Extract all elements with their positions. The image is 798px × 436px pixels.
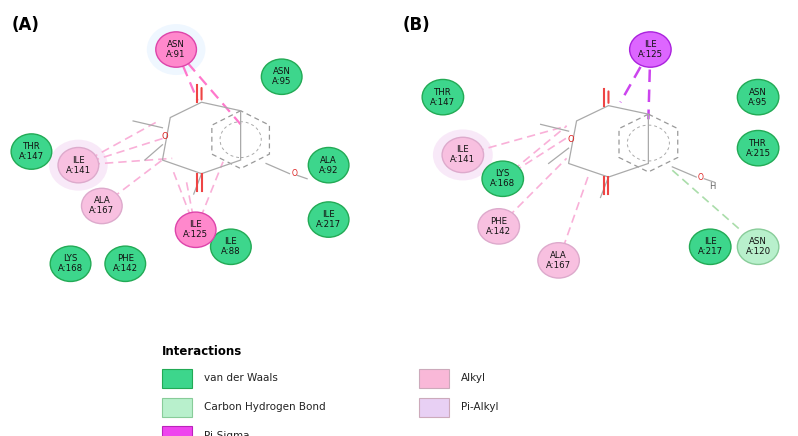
Text: Pi-Alkyl: Pi-Alkyl bbox=[460, 402, 498, 412]
Text: ILE
A:141: ILE A:141 bbox=[450, 146, 476, 164]
Circle shape bbox=[49, 140, 108, 191]
Circle shape bbox=[262, 59, 302, 95]
Text: ASN
A:120: ASN A:120 bbox=[745, 237, 771, 256]
FancyBboxPatch shape bbox=[419, 369, 448, 388]
Circle shape bbox=[482, 161, 523, 197]
Circle shape bbox=[308, 202, 349, 237]
Text: ILE
A:217: ILE A:217 bbox=[697, 237, 723, 256]
FancyBboxPatch shape bbox=[162, 426, 192, 436]
Text: ILE
A:125: ILE A:125 bbox=[638, 40, 663, 59]
Text: PHE
A:142: PHE A:142 bbox=[486, 217, 512, 236]
Text: THR
A:215: THR A:215 bbox=[745, 139, 771, 158]
Circle shape bbox=[737, 229, 779, 265]
Circle shape bbox=[211, 229, 251, 265]
Text: ILE
A:217: ILE A:217 bbox=[316, 210, 342, 229]
Circle shape bbox=[478, 209, 519, 244]
Text: PHE
A:142: PHE A:142 bbox=[113, 254, 138, 273]
Circle shape bbox=[147, 24, 205, 75]
Circle shape bbox=[689, 229, 731, 265]
Text: O: O bbox=[161, 132, 168, 141]
Text: ILE
A:125: ILE A:125 bbox=[183, 220, 208, 239]
Text: THR
A:147: THR A:147 bbox=[19, 142, 44, 161]
Circle shape bbox=[156, 32, 196, 67]
Circle shape bbox=[630, 32, 671, 67]
Text: (B): (B) bbox=[403, 16, 431, 34]
Circle shape bbox=[50, 246, 91, 282]
Text: ASN
A:95: ASN A:95 bbox=[749, 88, 768, 107]
Text: O: O bbox=[291, 169, 297, 178]
Text: (A): (A) bbox=[12, 16, 40, 34]
Text: ALA
A:92: ALA A:92 bbox=[319, 156, 338, 175]
Text: LYS
A:168: LYS A:168 bbox=[58, 254, 83, 273]
Circle shape bbox=[105, 246, 145, 282]
Text: Interactions: Interactions bbox=[162, 345, 243, 358]
Circle shape bbox=[433, 129, 493, 181]
FancyBboxPatch shape bbox=[419, 398, 448, 417]
Circle shape bbox=[442, 137, 484, 173]
Text: H: H bbox=[709, 182, 715, 191]
FancyBboxPatch shape bbox=[162, 369, 192, 388]
Circle shape bbox=[737, 79, 779, 115]
Text: ALA
A:167: ALA A:167 bbox=[89, 197, 114, 215]
Text: ILE
A:88: ILE A:88 bbox=[221, 237, 241, 256]
Circle shape bbox=[737, 130, 779, 166]
FancyBboxPatch shape bbox=[162, 398, 192, 417]
Text: THR
A:147: THR A:147 bbox=[430, 88, 456, 107]
Text: O: O bbox=[698, 173, 704, 181]
Circle shape bbox=[176, 212, 216, 248]
Text: Pi-Sigma: Pi-Sigma bbox=[204, 431, 250, 436]
Text: LYS
A:168: LYS A:168 bbox=[490, 169, 516, 188]
Text: Alkyl: Alkyl bbox=[460, 374, 486, 383]
Text: ASN
A:95: ASN A:95 bbox=[272, 67, 291, 86]
Text: O: O bbox=[567, 135, 574, 144]
Circle shape bbox=[58, 147, 99, 183]
Text: ALA
A:167: ALA A:167 bbox=[546, 251, 571, 270]
Text: Carbon Hydrogen Bond: Carbon Hydrogen Bond bbox=[204, 402, 326, 412]
Circle shape bbox=[422, 79, 464, 115]
Circle shape bbox=[11, 134, 52, 169]
Circle shape bbox=[538, 243, 579, 278]
Circle shape bbox=[308, 147, 349, 183]
Circle shape bbox=[81, 188, 122, 224]
Text: ILE
A:141: ILE A:141 bbox=[65, 156, 91, 175]
Text: van der Waals: van der Waals bbox=[204, 374, 278, 383]
Text: ASN
A:91: ASN A:91 bbox=[166, 40, 186, 59]
